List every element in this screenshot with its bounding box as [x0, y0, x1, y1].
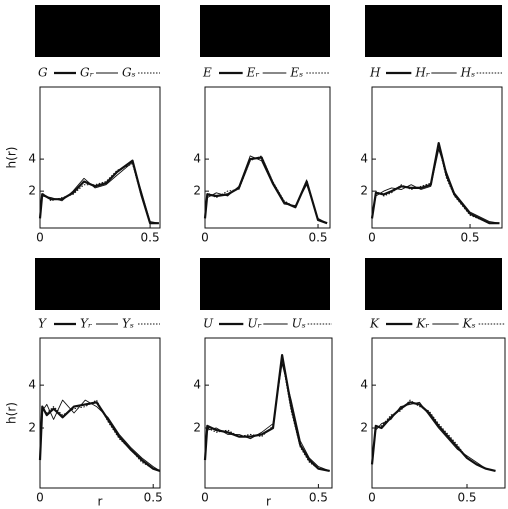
x-tick-label: 0.5 — [141, 231, 160, 245]
legend-label: Hᵣ — [414, 66, 430, 80]
legend-label: Eᵣ — [246, 66, 260, 80]
legend-label: Kₛ — [462, 317, 476, 331]
y-tick-label: 4 — [28, 152, 36, 166]
plot-frame — [372, 338, 505, 488]
x-tick-label: 0 — [36, 491, 44, 505]
legend-label: Yᵣ — [80, 317, 92, 331]
series-line — [40, 161, 159, 224]
y-tick-label: 2 — [193, 421, 201, 435]
x-tick-label: 0.5 — [460, 231, 479, 245]
y-tick-label: 4 — [193, 152, 201, 166]
legend-label: H — [369, 66, 381, 80]
x-tick-label: 0 — [368, 491, 376, 505]
y-axis-label: h(r) — [5, 147, 19, 169]
y-axis-label: h(r) — [5, 402, 19, 424]
series-line — [40, 402, 160, 471]
legend-label: Yₛ — [122, 317, 134, 331]
legend-label: K — [369, 317, 380, 331]
x-tick-label: 0.5 — [144, 491, 163, 505]
x-tick-label: 0.5 — [308, 231, 327, 245]
legend-label: Gₛ — [122, 66, 136, 80]
y-tick-label: 4 — [360, 152, 368, 166]
legend-label: Y — [38, 317, 47, 331]
page: {"chart_data": [ {"type": "line", "ylabe… — [0, 0, 508, 509]
series-line — [372, 400, 496, 471]
x-tick-label: 0 — [368, 231, 376, 245]
letter-strip — [35, 258, 160, 310]
letter-strip — [365, 258, 502, 310]
letter-strip — [35, 5, 160, 57]
x-tick-label: 0 — [201, 491, 209, 505]
series-line — [205, 355, 330, 471]
y-tick-label: 2 — [28, 421, 36, 435]
y-tick-label: 2 — [28, 184, 36, 198]
x-tick-label: 0 — [36, 231, 44, 245]
plot-frame — [205, 87, 330, 228]
y-tick-label: 2 — [360, 184, 368, 198]
y-tick-label: 4 — [193, 378, 201, 392]
figure: 2 4 0 0.5 h(r) G Gᵣ Gₛ 2 4 0 0.5 E Eᵣ Eₛ 2 4 0 0.5 H Hᵣ Hₛ 2 4 0… — [0, 0, 508, 509]
plot-frame — [40, 87, 160, 228]
y-tick-label: 4 — [360, 378, 368, 392]
legend-label: Kᵣ — [415, 317, 429, 331]
letter-strip — [200, 258, 330, 310]
y-tick-label: 2 — [360, 421, 368, 435]
series-line — [372, 402, 496, 471]
x-tick-label: 0.5 — [309, 491, 328, 505]
series-line — [205, 359, 330, 471]
legend-label: Hₛ — [460, 66, 476, 80]
letter-strip — [200, 5, 330, 57]
x-axis-label: r — [98, 495, 103, 509]
letter-strip — [365, 5, 502, 57]
y-tick-label: 2 — [193, 184, 201, 198]
legend-label: Gᵣ — [80, 66, 94, 80]
legend-label: Eₛ — [289, 66, 303, 80]
x-tick-label: 0.5 — [457, 491, 476, 505]
legend-label: Uᵣ — [247, 317, 261, 331]
series-line — [372, 402, 496, 471]
series-line — [205, 364, 330, 471]
series-line — [372, 143, 500, 223]
x-tick-label: 0 — [201, 231, 209, 245]
series-line — [372, 146, 500, 223]
y-tick-label: 4 — [28, 378, 36, 392]
plot-frame — [205, 338, 332, 488]
legend-label: G — [38, 66, 48, 80]
legend-label: E — [202, 66, 212, 80]
x-axis-label: r — [266, 495, 271, 509]
legend-label: Uₛ — [292, 317, 306, 331]
legend-label: U — [203, 317, 214, 331]
